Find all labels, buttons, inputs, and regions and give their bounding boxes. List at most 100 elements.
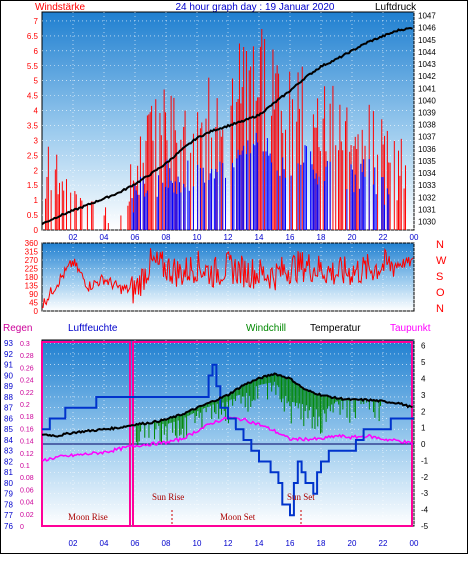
wind-tick-label: 4.5	[27, 92, 39, 101]
compass-label: W	[436, 255, 447, 267]
humidity-tick-label: 89	[4, 382, 13, 391]
hour-tick-label: 04	[100, 233, 109, 242]
rain-tick-label: 0	[20, 524, 24, 531]
wind-direction-grid	[42, 242, 415, 312]
humidity-tick-label: 83	[4, 447, 13, 456]
pressure-tick-label: 1045	[418, 36, 436, 45]
hour-tick-label: 04	[100, 539, 109, 548]
wind-tick-label: 2.5	[27, 151, 39, 160]
wind-tick-label: 1	[34, 196, 39, 205]
temperature-tick-label: -2	[421, 473, 429, 482]
wind-average-series	[131, 132, 390, 230]
pressure-tick-label: 1047	[418, 12, 436, 21]
wind-tick-label: 0	[34, 226, 39, 235]
direction-tick-label: 45	[29, 299, 38, 308]
dewpoint-legend: Taupunkt	[390, 323, 431, 334]
rain-tick-label: 0.12	[20, 451, 34, 458]
temperature-tick-label: -3	[421, 489, 429, 498]
pressure-axis-title: Luftdruck	[375, 2, 417, 13]
pressure-tick-label: 1046	[418, 24, 436, 33]
wind-pressure-grid	[42, 12, 415, 231]
sun-set-label: Sun Set	[287, 492, 315, 502]
rain-tick-label: 0.04	[20, 500, 34, 507]
wind-tick-label: 5.5	[27, 62, 39, 71]
hour-tick-label: 18	[317, 233, 326, 242]
hour-tick-label: 06	[131, 233, 140, 242]
wind-tick-label: 1.5	[27, 181, 39, 190]
rain-tick-label: 0.14	[20, 439, 34, 446]
pressure-tick-label: 1038	[418, 121, 436, 130]
humidity-tick-label: 88	[4, 393, 13, 402]
rain-axis-title: Regen	[3, 323, 32, 334]
hour-tick-label: 16	[286, 539, 295, 548]
wind-tick-label: 0.5	[27, 211, 39, 220]
pressure-tick-label: 1043	[418, 60, 436, 69]
moon-rise-label: Moon Rise	[68, 512, 108, 522]
pressure-tick-label: 1032	[418, 193, 436, 202]
temperature-tick-label: -4	[421, 506, 429, 515]
rain-tick-label: 0.06	[20, 487, 34, 494]
pressure-tick-label: 1037	[418, 133, 436, 142]
humidity-tick-label: 86	[4, 414, 13, 423]
wind-direction-line	[41, 247, 414, 309]
temperature-tick-label: -1	[421, 456, 429, 465]
wind-tick-label: 3	[34, 136, 39, 145]
direction-tick-label: 90	[29, 290, 38, 299]
direction-tick-label: 360	[25, 239, 39, 248]
pressure-axis-ticks: 1030 1031 1032 1033 1034 1035 1036 1037 1038 1039…	[418, 12, 436, 227]
hour-tick-label: 14	[255, 539, 264, 548]
hour-tick-label: 02	[69, 233, 78, 242]
humidity-tick-label: 79	[4, 490, 13, 499]
hour-tick-label: 12	[224, 233, 233, 242]
hour-tick-label: 08	[162, 233, 171, 242]
pressure-line	[41, 27, 413, 226]
compass-label: S	[436, 271, 443, 283]
wind-axis-title: Windstärke	[35, 2, 85, 13]
rain-tick-label: 0.26	[20, 365, 34, 372]
rain-tick-label: 0.22	[20, 390, 34, 397]
hour-tick-label: 20	[348, 539, 357, 548]
pressure-tick-label: 1030	[418, 218, 436, 227]
rain-tick-label: 0.02	[20, 512, 34, 519]
direction-tick-label: 315	[25, 248, 39, 257]
humidity-tick-label: 80	[4, 479, 13, 488]
humidity-tick-label: 81	[4, 468, 13, 477]
hour-tick-label: 10	[193, 539, 202, 548]
hour-tick-label: 10	[193, 233, 202, 242]
pressure-tick-label: 1035	[418, 157, 436, 166]
wind-tick-label: 7	[34, 17, 39, 26]
temperature-line	[41, 372, 413, 438]
compass-label: N	[436, 303, 444, 315]
humidity-tick-label: 76	[4, 522, 13, 531]
rain-tick-label: 0.2	[20, 402, 30, 409]
pressure-tick-label: 1041	[418, 84, 436, 93]
temperature-tick-label: 5	[421, 358, 426, 367]
hour-tick-label: 18	[317, 539, 326, 548]
humidity-tick-label: 82	[4, 457, 13, 466]
wind-tick-label: 3.5	[27, 121, 39, 130]
humidity-tick-label: 87	[4, 404, 13, 413]
temperature-tick-label: 0	[421, 440, 426, 449]
temperature-tick-label: 6	[421, 342, 426, 351]
compass-label: O	[436, 287, 445, 299]
humidity-tick-label: 91	[4, 361, 13, 370]
moon-up-box-right	[132, 341, 413, 527]
hour-tick-label: 14	[255, 233, 264, 242]
hour-tick-label: 16	[286, 233, 295, 242]
humidity-tick-label: 85	[4, 425, 13, 434]
temperature-tick-label: 3	[421, 391, 426, 400]
wind-tick-label: 6.5	[27, 32, 39, 41]
temperature-tick-label: 4	[421, 375, 426, 384]
pressure-tick-label: 1040	[418, 96, 436, 105]
humidity-tick-label: 84	[4, 436, 13, 445]
temperature-tick-label: -5	[421, 522, 429, 531]
rain-tick-label: 0.24	[20, 378, 34, 385]
wind-tick-label: 4	[34, 107, 39, 116]
temperature-legend: Temperatur	[310, 323, 361, 334]
rain-axis-ticks: 0 0.02 0.04 0.06 0.08 0.1 0.12 0.14 0.16 0.18 0.2 0…	[20, 341, 34, 531]
humidity-tick-label: 93	[4, 339, 13, 348]
pressure-tick-label: 1036	[418, 145, 436, 154]
